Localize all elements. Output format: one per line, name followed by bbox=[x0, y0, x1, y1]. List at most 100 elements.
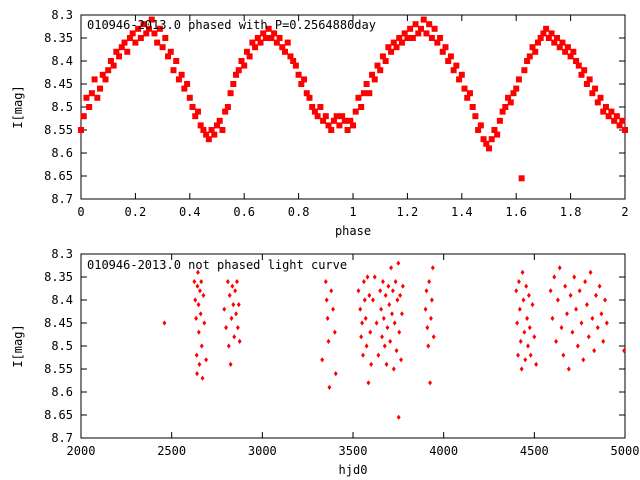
phased-data-point bbox=[472, 113, 479, 120]
phased-data-point bbox=[385, 44, 392, 51]
unphased-data-point bbox=[230, 283, 235, 289]
unphased-data-point bbox=[390, 288, 395, 294]
phased-data-point bbox=[306, 94, 313, 101]
unphased-data-point bbox=[550, 315, 555, 321]
phased-data-point bbox=[99, 71, 106, 78]
phased-data-point bbox=[502, 104, 509, 110]
unphased-data-point bbox=[199, 343, 204, 349]
unphased-data-point bbox=[225, 279, 230, 285]
unphased-data-point bbox=[423, 306, 428, 312]
unphased-data-point bbox=[360, 320, 365, 326]
phased-data-point bbox=[257, 39, 264, 46]
phased-data-point bbox=[461, 85, 468, 92]
phased-data-point bbox=[192, 113, 199, 120]
unphased-data-point bbox=[396, 260, 401, 266]
unphased-data-point bbox=[196, 269, 200, 275]
phased-data-point bbox=[480, 136, 487, 143]
unphased-data-point bbox=[232, 334, 237, 340]
phased-data-point bbox=[374, 62, 381, 69]
phased-data-point bbox=[409, 35, 416, 41]
unphased-plot-frame bbox=[80, 253, 626, 439]
phased-data-point bbox=[423, 30, 430, 37]
phased-data-point bbox=[162, 35, 169, 41]
phased-data-point bbox=[186, 94, 193, 101]
phased-data-point bbox=[388, 48, 395, 55]
phased-data-point bbox=[173, 58, 180, 64]
unphased-data-point bbox=[572, 274, 577, 280]
unphased-data-point bbox=[201, 292, 206, 298]
unphased-data-point bbox=[204, 357, 209, 363]
phased-data-point bbox=[214, 122, 220, 129]
unphased-data-point bbox=[222, 306, 227, 312]
unphased-data-point bbox=[520, 269, 525, 275]
phased-data-point bbox=[456, 76, 463, 83]
phased-y-tick-label: 8.6 bbox=[51, 146, 73, 160]
unphased-x-axis-label: hjd0 bbox=[339, 463, 368, 477]
unphased-data-point bbox=[574, 306, 578, 312]
unphased-data-point bbox=[332, 329, 337, 335]
unphased-plot-title: 010946-2013.0 not phased light curve bbox=[87, 258, 347, 272]
unphased-data-point bbox=[235, 325, 240, 331]
unphased-data-point bbox=[431, 334, 436, 340]
unphased-data-point bbox=[396, 414, 401, 420]
unphased-data-point bbox=[603, 297, 608, 303]
phased-data-point bbox=[265, 25, 272, 32]
phased-data-point bbox=[437, 35, 444, 41]
phased-data-point bbox=[268, 35, 275, 41]
unphased-y-tick-label: 8.3 bbox=[51, 247, 73, 261]
unphased-data-point bbox=[592, 348, 597, 354]
unphased-data-points bbox=[162, 260, 627, 420]
unphased-x-tick-label: 3000 bbox=[248, 444, 277, 458]
unphased-data-point bbox=[579, 320, 584, 326]
phased-data-point bbox=[151, 30, 158, 37]
phased-data-point bbox=[600, 108, 607, 115]
phased-data-point bbox=[314, 113, 321, 120]
phased-data-point bbox=[390, 39, 397, 46]
unphased-data-point bbox=[426, 343, 431, 349]
phased-data-point bbox=[532, 48, 539, 55]
phased-data-point bbox=[222, 108, 229, 115]
unphased-data-point bbox=[394, 348, 399, 354]
phased-data-point bbox=[363, 81, 370, 87]
unphased-data-point bbox=[365, 274, 370, 280]
unphased-data-point bbox=[231, 302, 236, 308]
phased-data-point bbox=[447, 53, 454, 60]
unphased-data-point bbox=[595, 325, 600, 331]
unphased-data-point bbox=[554, 338, 559, 344]
unphased-data-point bbox=[516, 352, 520, 358]
phased-y-tick-label: 8.5 bbox=[51, 100, 73, 114]
unphased-data-point bbox=[233, 288, 238, 294]
phased-data-point bbox=[439, 48, 446, 55]
unphased-x-tick-label: 3500 bbox=[339, 444, 368, 458]
phased-data-point bbox=[477, 122, 484, 129]
phased-data-point bbox=[347, 117, 354, 124]
phased-x-tick-label: 0 bbox=[77, 205, 84, 219]
unphased-data-point bbox=[366, 380, 371, 386]
phased-x-tick-label: 1.6 bbox=[505, 205, 527, 219]
unphased-data-point bbox=[515, 320, 520, 326]
phased-data-point bbox=[132, 39, 139, 46]
unphased-data-point bbox=[427, 279, 432, 285]
phased-data-point bbox=[597, 94, 604, 101]
phased-x-tick-label: 0.2 bbox=[125, 205, 147, 219]
phased-data-point bbox=[325, 122, 332, 129]
phased-data-point bbox=[137, 35, 144, 41]
phased-data-point bbox=[97, 85, 104, 92]
phased-data-point bbox=[605, 113, 612, 120]
phased-x-tick-label: 1.2 bbox=[397, 205, 419, 219]
unphased-data-point bbox=[192, 279, 197, 285]
unphased-data-point bbox=[525, 315, 530, 321]
phased-data-point bbox=[282, 48, 288, 55]
unphased-data-point bbox=[380, 334, 384, 340]
phased-data-point bbox=[200, 127, 207, 133]
phased-data-point bbox=[428, 35, 435, 41]
phased-data-point bbox=[252, 44, 259, 51]
unphased-y-tick-label: 8.7 bbox=[51, 431, 73, 445]
unphased-data-point bbox=[194, 315, 199, 321]
unphased-data-point bbox=[563, 283, 568, 289]
unphased-data-point bbox=[162, 320, 167, 326]
unphased-data-point bbox=[372, 274, 377, 280]
phased-data-point bbox=[154, 39, 161, 46]
unphased-data-point bbox=[577, 288, 582, 294]
phased-data-point bbox=[551, 39, 558, 46]
